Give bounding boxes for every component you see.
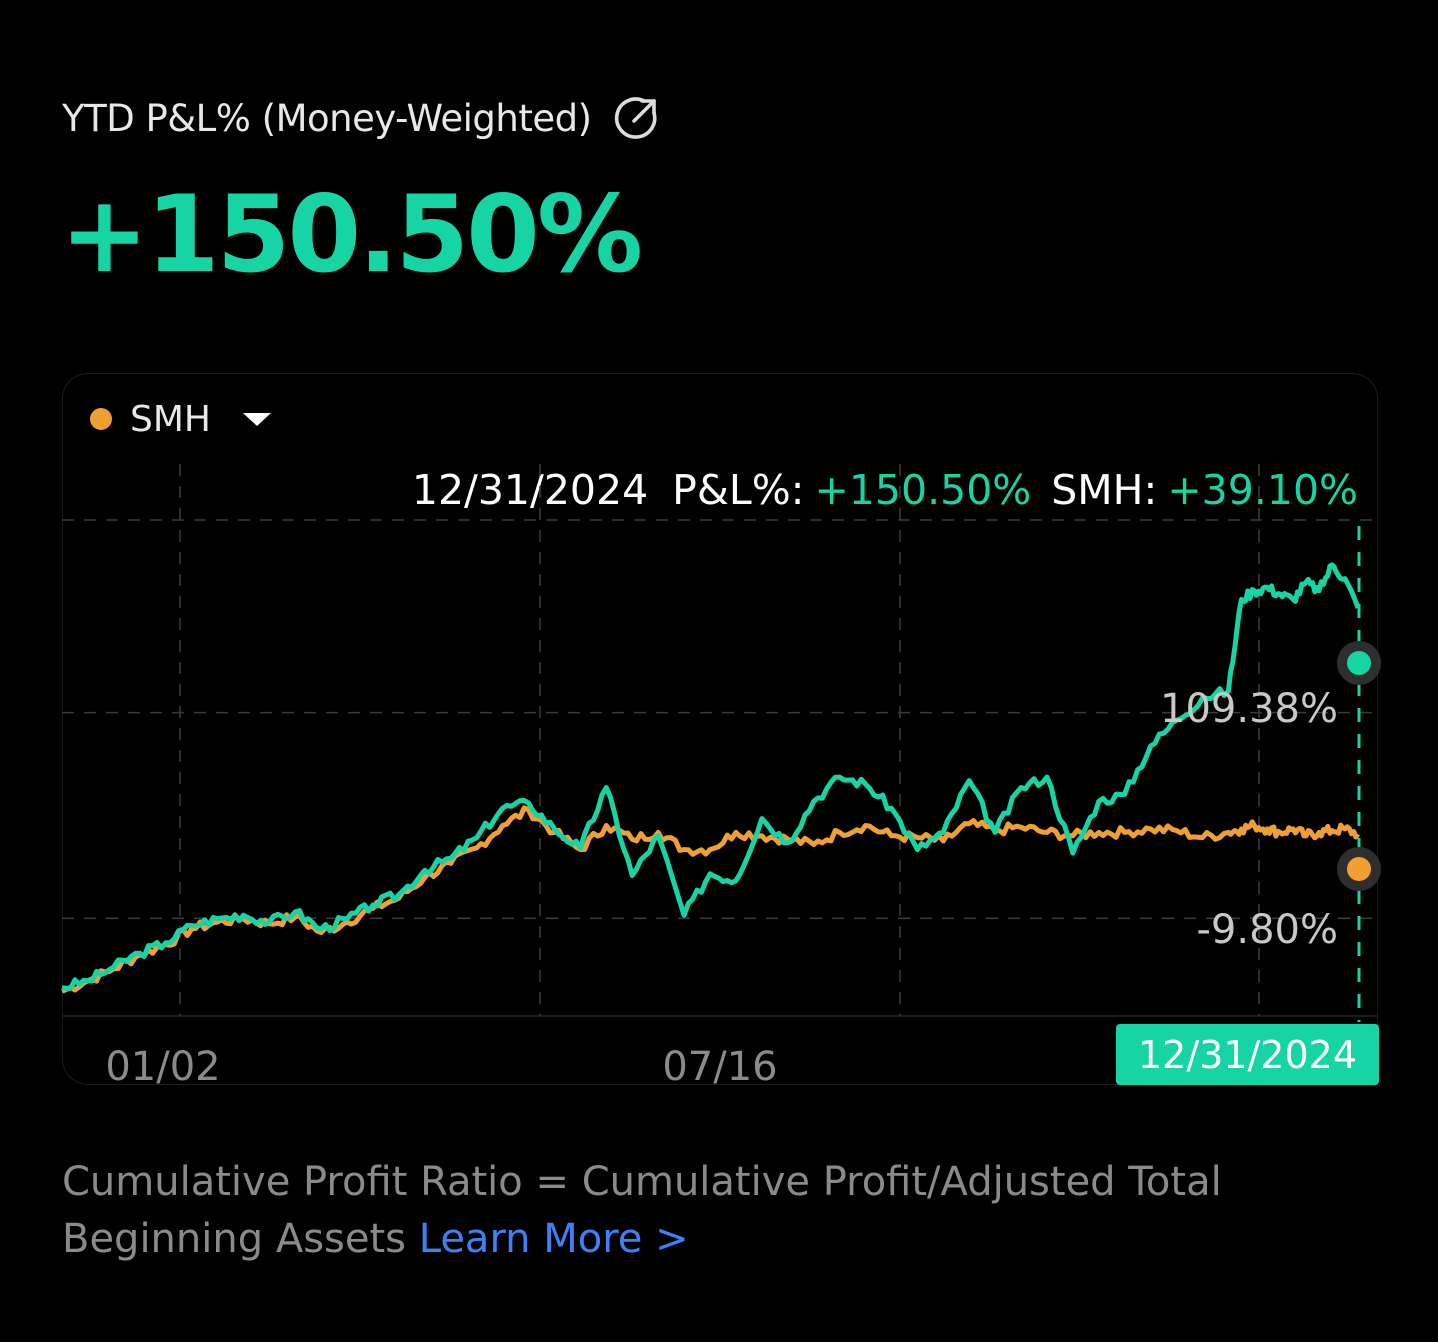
benchmark-selector[interactable]: SMH (90, 396, 271, 442)
tooltip-bench-label: SMH: (1051, 466, 1158, 514)
tooltip-bench-value: +39.10% (1167, 466, 1358, 514)
y-tick-label: 109.38% (1160, 686, 1338, 732)
footer-text: Cumulative Profit Ratio = Cumulative Pro… (62, 1159, 1222, 1262)
learn-more-link[interactable]: Learn More > (418, 1216, 689, 1262)
benchmark-label: SMH (130, 398, 211, 440)
y-tick-label: -9.80% (1196, 907, 1338, 953)
x-tick-label: 07/16 (662, 1044, 777, 1090)
page-title: YTD P&L% (Money-Weighted) (62, 96, 592, 140)
footer-note: Cumulative Profit Ratio = Cumulative Pro… (62, 1154, 1362, 1268)
tooltip-pl-value: +150.50% (814, 466, 1032, 514)
tooltip-pl-label: P&L%: (672, 466, 805, 514)
series-line-pl (61, 562, 1361, 991)
x-tick-label: 01/02 (105, 1044, 220, 1090)
pl-end-marker (1347, 651, 1371, 675)
title-row: YTD P&L% (Money-Weighted) (62, 92, 660, 144)
ytd-pl-value: +150.50% (60, 173, 643, 296)
series-line-smh (61, 805, 1360, 994)
share-external-icon[interactable] (614, 95, 660, 141)
caret-down-icon[interactable] (242, 412, 271, 426)
chart-card (62, 373, 1378, 1085)
chart-tooltip: 12/31/2024 P&L%: +150.50% SMH: +39.10% (412, 466, 1358, 514)
smh-end-marker (1347, 857, 1371, 881)
benchmark-dot-icon (90, 408, 112, 430)
tooltip-date: 12/31/2024 (411, 466, 649, 514)
selected-date-pill: 12/31/2024 (1116, 1024, 1379, 1085)
